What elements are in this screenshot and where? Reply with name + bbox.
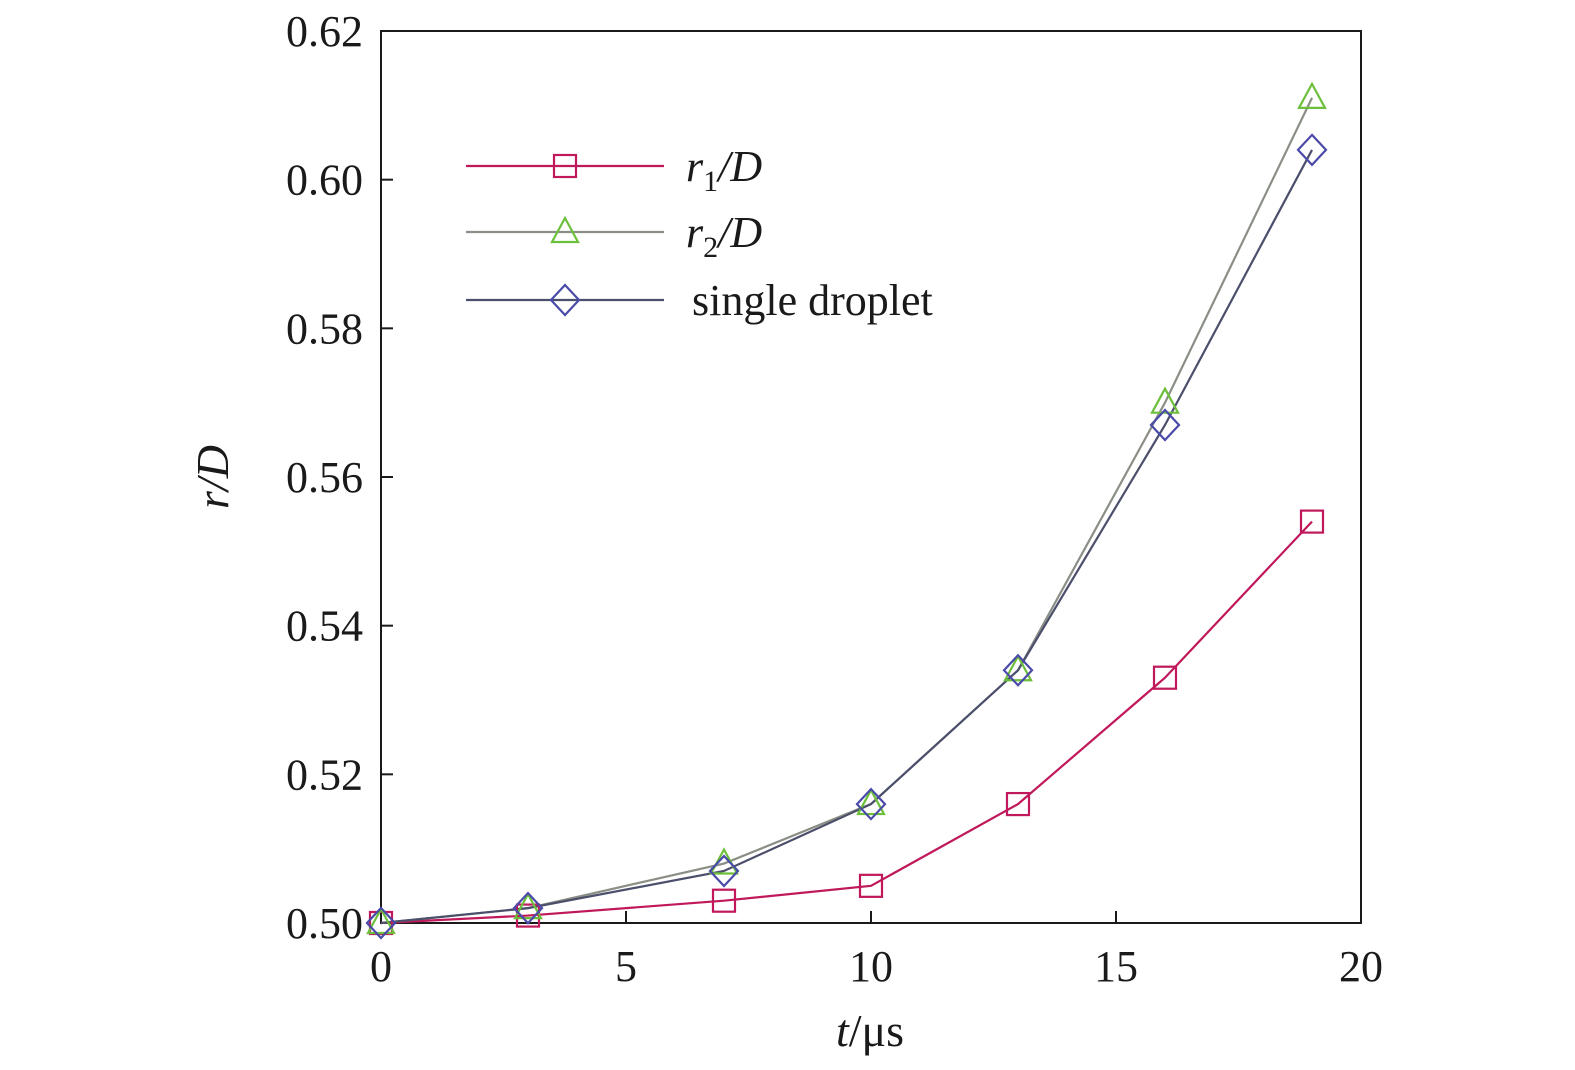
y-tick-label: 0.58: [286, 304, 363, 353]
data-point-series-2: [708, 854, 740, 888]
x-axis-unit: /μs: [849, 1005, 904, 1056]
y-tick-label: 0.54: [286, 602, 363, 651]
data-point-series-0: [1152, 665, 1178, 690]
data-point-series-2: [365, 906, 397, 940]
data-point-series-2: [1002, 653, 1034, 687]
legend-marker-2: [549, 283, 581, 317]
axis-ticks: 0 5 10 15 20 0.50 0.52 0.54 0.56 0.58 0.60 0.62: [286, 7, 1383, 991]
series-lines: [380, 97, 1313, 925]
y-tick-label: 0.62: [286, 7, 363, 56]
series-line-0: [380, 520, 1313, 925]
legend-marker-1: [550, 215, 580, 244]
y-tick-label: 0.56: [286, 453, 363, 502]
x-axis-var: t: [836, 1005, 850, 1056]
y-tick-label: 0.50: [286, 899, 363, 948]
data-point-series-2: [855, 787, 887, 821]
series-line-2: [380, 149, 1313, 925]
y-tick-label: 0.52: [286, 750, 363, 799]
series-line-1: [380, 97, 1313, 925]
x-tick-label: 15: [1094, 942, 1138, 991]
x-tick-label: 10: [849, 942, 893, 991]
x-tick-label: 5: [615, 942, 637, 991]
legend: r1/D r2/D single droplet: [466, 142, 933, 325]
x-tick-label: 0: [370, 942, 392, 991]
data-point-series-0: [858, 873, 884, 898]
legend-label-2: single droplet: [692, 276, 933, 325]
legend-label-1: r2/D: [686, 208, 762, 264]
data-point-series-1: [1150, 386, 1180, 414]
data-point-series-0: [1005, 791, 1031, 817]
y-tick-label: 0.60: [286, 156, 363, 205]
data-point-series-1: [366, 906, 396, 935]
data-point-series-1: [856, 787, 886, 816]
data-point-series-1: [513, 891, 543, 920]
data-point-series-0: [1299, 509, 1325, 534]
y-axis-var: r: [187, 490, 238, 509]
x-tick-label: 20: [1339, 942, 1383, 991]
data-point-series-2: [512, 891, 544, 925]
data-point-series-2: [1149, 408, 1181, 442]
legend-marker-0: [552, 153, 578, 179]
x-axis-label: t/μs: [836, 1005, 904, 1056]
data-point-series-1: [1003, 653, 1033, 682]
data-point-series-0: [711, 888, 737, 913]
data-point-series-2: [1296, 133, 1328, 167]
legend-label-0: r1/D: [686, 142, 762, 198]
series-markers: [365, 81, 1328, 940]
y-axis-rest: /D: [187, 445, 238, 494]
data-point-series-1: [1297, 81, 1327, 110]
y-axis-label: r/D: [187, 445, 238, 509]
